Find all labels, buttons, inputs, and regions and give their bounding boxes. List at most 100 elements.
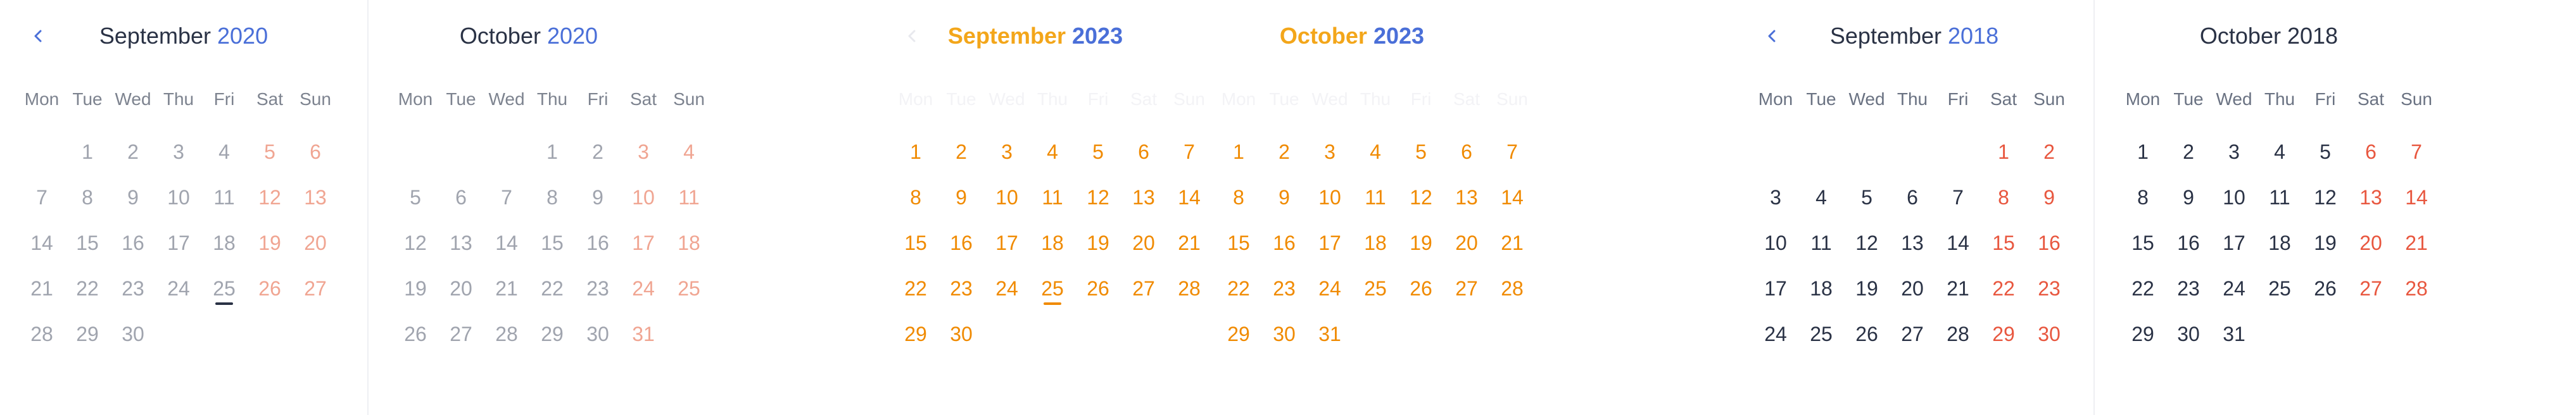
day-cell[interactable]: 30 <box>122 322 144 345</box>
day-cell[interactable]: 20 <box>1901 276 1924 300</box>
day-cell[interactable]: 28 <box>1178 276 1201 300</box>
day-cell[interactable]: 10 <box>995 185 1018 209</box>
day-cell[interactable]: 29 <box>2131 322 2154 345</box>
day-cell[interactable]: 30 <box>2038 322 2061 345</box>
day-cell[interactable]: 16 <box>586 231 609 254</box>
day-cell[interactable]: 28 <box>1947 322 1969 345</box>
day-cell[interactable]: 3 <box>1324 140 1335 163</box>
day-cell[interactable]: 27 <box>2359 276 2382 300</box>
day-cell[interactable]: 21 <box>1501 231 1524 254</box>
day-cell[interactable]: 11 <box>1042 185 1063 209</box>
day-cell[interactable]: 4 <box>2274 140 2285 163</box>
day-cell[interactable]: 16 <box>2177 231 2200 254</box>
day-cell[interactable]: 26 <box>1087 276 1109 300</box>
day-cell[interactable]: 10 <box>1318 185 1341 209</box>
day-cell[interactable]: 16 <box>1273 231 1296 254</box>
day-cell[interactable]: 28 <box>2405 276 2428 300</box>
day-cell[interactable]: 4 <box>218 140 230 163</box>
day-cell[interactable]: 29 <box>1227 322 1250 345</box>
day-cell[interactable]: 8 <box>1233 185 1244 209</box>
day-cell[interactable]: 12 <box>404 231 427 254</box>
day-cell[interactable]: 18 <box>678 231 700 254</box>
day-cell[interactable]: 24 <box>167 276 190 300</box>
day-cell[interactable]: 24 <box>632 276 655 300</box>
day-cell[interactable]: 7 <box>2411 140 2422 163</box>
day-cell[interactable]: 8 <box>910 185 921 209</box>
day-cell[interactable]: 23 <box>122 276 144 300</box>
day-cell[interactable]: 6 <box>1138 140 1149 163</box>
day-cell[interactable]: 19 <box>1410 231 1432 254</box>
day-cell[interactable]: 23 <box>586 276 609 300</box>
day-cell[interactable]: 24 <box>995 276 1018 300</box>
day-cell[interactable]: 13 <box>1901 231 1924 254</box>
day-cell[interactable]: 10 <box>167 185 190 209</box>
day-cell[interactable]: 7 <box>1506 140 1518 163</box>
day-cell[interactable]: 9 <box>127 185 139 209</box>
day-cell[interactable]: 3 <box>638 140 649 163</box>
day-cell[interactable]: 12 <box>1410 185 1432 209</box>
day-cell[interactable]: 18 <box>2268 231 2291 254</box>
day-cell[interactable]: 18 <box>1364 231 1387 254</box>
day-cell[interactable]: 4 <box>1815 185 1827 209</box>
day-cell[interactable]: 10 <box>632 185 655 209</box>
day-cell[interactable]: 25 <box>2268 276 2291 300</box>
day-cell[interactable]: 11 <box>2269 185 2290 209</box>
day-cell[interactable]: 2 <box>1279 140 1290 163</box>
day-cell[interactable]: 19 <box>2314 231 2337 254</box>
day-cell[interactable]: 21 <box>2405 231 2428 254</box>
day-cell[interactable]: 26 <box>1410 276 1432 300</box>
day-cell[interactable]: 28 <box>30 322 53 345</box>
day-cell[interactable]: 5 <box>1415 140 1427 163</box>
day-cell[interactable]: 2 <box>592 140 603 163</box>
day-cell[interactable]: 10 <box>2223 185 2245 209</box>
day-cell[interactable]: 12 <box>1855 231 1878 254</box>
day-cell[interactable]: 17 <box>995 231 1018 254</box>
day-cell[interactable]: 22 <box>1992 276 2015 300</box>
day-cell[interactable]: 12 <box>1087 185 1109 209</box>
day-cell[interactable]: 30 <box>586 322 609 345</box>
day-cell[interactable]: 24 <box>1764 322 1787 345</box>
day-cell[interactable]: 11 <box>678 185 700 209</box>
day-cell[interactable]: 30 <box>1273 322 1296 345</box>
day-cell[interactable]: 8 <box>82 185 93 209</box>
day-cell[interactable]: 20 <box>1132 231 1155 254</box>
day-cell[interactable]: 16 <box>122 231 144 254</box>
day-cell[interactable]: 14 <box>1947 231 1969 254</box>
day-cell[interactable]: 9 <box>956 185 967 209</box>
day-cell[interactable]: 30 <box>2177 322 2200 345</box>
day-cell[interactable]: 14 <box>30 231 53 254</box>
day-cell[interactable]: 4 <box>683 140 695 163</box>
day-cell[interactable]: 1 <box>1998 140 2009 163</box>
day-cell[interactable]: 27 <box>304 276 327 300</box>
day-cell[interactable]: 9 <box>1279 185 1290 209</box>
day-cell[interactable]: 25 <box>1810 322 1833 345</box>
day-cell[interactable]: 1 <box>1233 140 1244 163</box>
day-cell[interactable]: 14 <box>1501 185 1524 209</box>
day-cell[interactable]: 15 <box>1992 231 2015 254</box>
day-cell[interactable]: 26 <box>404 322 427 345</box>
day-cell[interactable]: 9 <box>2183 185 2194 209</box>
day-cell[interactable]: 8 <box>2137 185 2149 209</box>
day-cell[interactable]: 14 <box>495 231 518 254</box>
day-cell[interactable]: 27 <box>450 322 472 345</box>
day-cell[interactable]: 1 <box>82 140 93 163</box>
day-cell[interactable]: 20 <box>450 276 472 300</box>
day-cell[interactable]: 13 <box>2359 185 2382 209</box>
day-cell[interactable]: 15 <box>904 231 927 254</box>
day-cell[interactable]: 5 <box>1092 140 1104 163</box>
day-cell[interactable]: 26 <box>2314 276 2337 300</box>
day-cell[interactable]: 16 <box>950 231 973 254</box>
day-cell[interactable]: 7 <box>1184 140 1195 163</box>
day-cell[interactable]: 25 <box>1364 276 1387 300</box>
day-cell[interactable]: 26 <box>258 276 281 300</box>
day-cell[interactable]: 3 <box>1770 185 1781 209</box>
day-cell[interactable]: 18 <box>1810 276 1833 300</box>
day-cell[interactable]: 23 <box>1273 276 1296 300</box>
day-cell[interactable]: 22 <box>541 276 564 300</box>
day-cell[interactable]: 22 <box>1227 276 1250 300</box>
day-cell[interactable]: 15 <box>2131 231 2154 254</box>
day-cell[interactable]: 13 <box>1455 185 1478 209</box>
day-cell[interactable]: 5 <box>410 185 421 209</box>
day-cell[interactable]: 3 <box>1001 140 1013 163</box>
day-cell[interactable]: 17 <box>2223 231 2245 254</box>
